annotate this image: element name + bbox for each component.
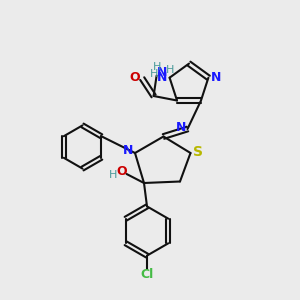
Text: N: N: [123, 144, 133, 157]
Text: H: H: [166, 64, 174, 75]
Text: Cl: Cl: [140, 268, 154, 281]
Text: N: N: [211, 71, 221, 84]
Text: N: N: [176, 121, 186, 134]
Text: S: S: [193, 145, 203, 158]
Text: O: O: [130, 71, 140, 84]
Text: N: N: [157, 70, 167, 84]
Text: H: H: [109, 170, 117, 181]
Text: O: O: [116, 165, 127, 178]
Text: H: H: [149, 69, 158, 79]
Text: H: H: [153, 61, 162, 72]
Text: N: N: [157, 66, 167, 79]
